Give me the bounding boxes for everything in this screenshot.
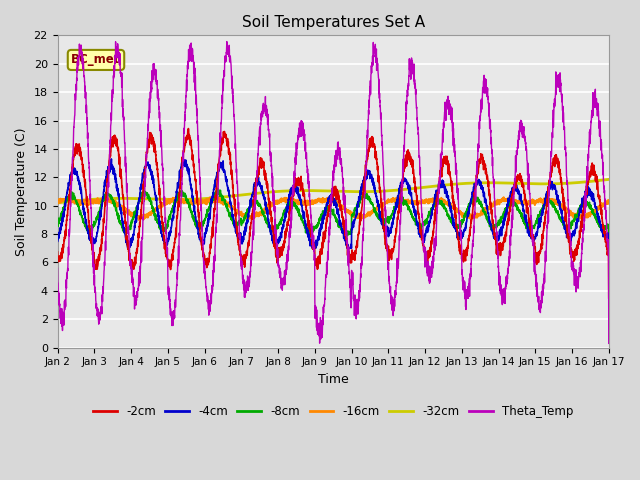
- X-axis label: Time: Time: [318, 373, 349, 386]
- Legend: -2cm, -4cm, -8cm, -16cm, -32cm, Theta_Temp: -2cm, -4cm, -8cm, -16cm, -32cm, Theta_Te…: [88, 400, 578, 423]
- Y-axis label: Soil Temperature (C): Soil Temperature (C): [15, 127, 28, 256]
- Title: Soil Temperatures Set A: Soil Temperatures Set A: [241, 15, 425, 30]
- Text: BC_met: BC_met: [71, 53, 121, 66]
